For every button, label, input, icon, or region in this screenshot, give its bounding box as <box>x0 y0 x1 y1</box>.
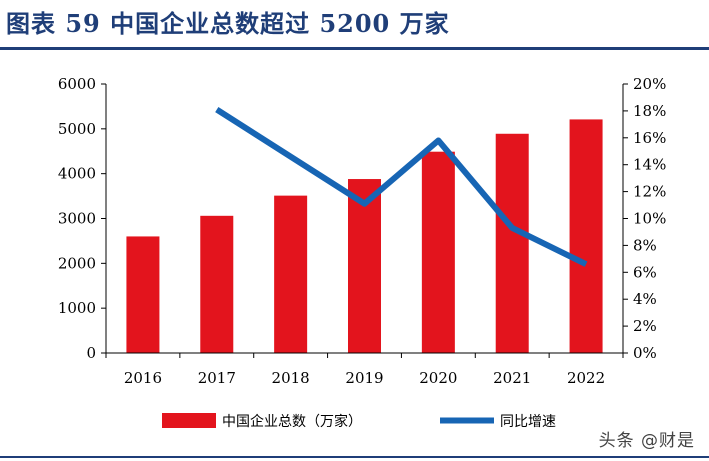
bar-2016 <box>126 236 160 353</box>
y-left-tick-label: 1000 <box>58 299 96 317</box>
x-tick-label: 2016 <box>124 369 162 387</box>
y-right-tick-label: 18% <box>633 102 666 120</box>
y-left-tick-label: 3000 <box>58 210 96 228</box>
y-right-tick-label: 16% <box>633 129 666 147</box>
y-left-tick-label: 2000 <box>58 254 96 272</box>
bar-2021 <box>495 133 529 353</box>
bar-2020 <box>421 151 455 353</box>
y-right-tick-label: 10% <box>633 210 666 228</box>
y-right-tick-label: 4% <box>633 290 657 308</box>
y-right-tick-label: 2% <box>633 317 657 335</box>
chart-title: 图表 59 中国企业总数超过 5200 万家 <box>6 9 450 38</box>
title-rule <box>0 47 709 50</box>
bar-2018 <box>274 195 308 353</box>
legend-label-line: 同比增速 <box>500 414 556 430</box>
x-tick-label: 2019 <box>345 369 383 387</box>
bar-2017 <box>200 215 234 353</box>
x-tick-label: 2018 <box>272 369 310 387</box>
x-tick-label: 2021 <box>493 369 531 387</box>
bottom-rule <box>0 456 709 458</box>
bar-2019 <box>348 179 381 353</box>
y-right-tick-label: 0% <box>633 344 657 362</box>
x-tick-label: 2022 <box>567 369 605 387</box>
growth-line <box>215 107 588 267</box>
x-tick-label: 2017 <box>198 369 236 387</box>
y-left-tick-label: 4000 <box>58 165 96 183</box>
x-tick-label: 2020 <box>419 369 457 387</box>
y-right-tick-label: 8% <box>633 236 657 254</box>
legend-label-bar: 中国企业总数（万家） <box>222 413 362 430</box>
y-right-tick-label: 20% <box>633 75 666 93</box>
bar-2022 <box>569 119 603 353</box>
watermark: 头条 @财是 <box>598 431 695 451</box>
y-left-tick-label: 5000 <box>58 120 96 138</box>
y-right-tick-label: 12% <box>633 183 666 201</box>
y-right-tick-label: 6% <box>633 263 657 281</box>
y-left-tick-label: 0 <box>86 344 96 362</box>
y-right-tick-label: 14% <box>633 156 666 174</box>
y-left-tick-label: 6000 <box>58 75 96 93</box>
legend-swatch-bar <box>162 413 216 428</box>
